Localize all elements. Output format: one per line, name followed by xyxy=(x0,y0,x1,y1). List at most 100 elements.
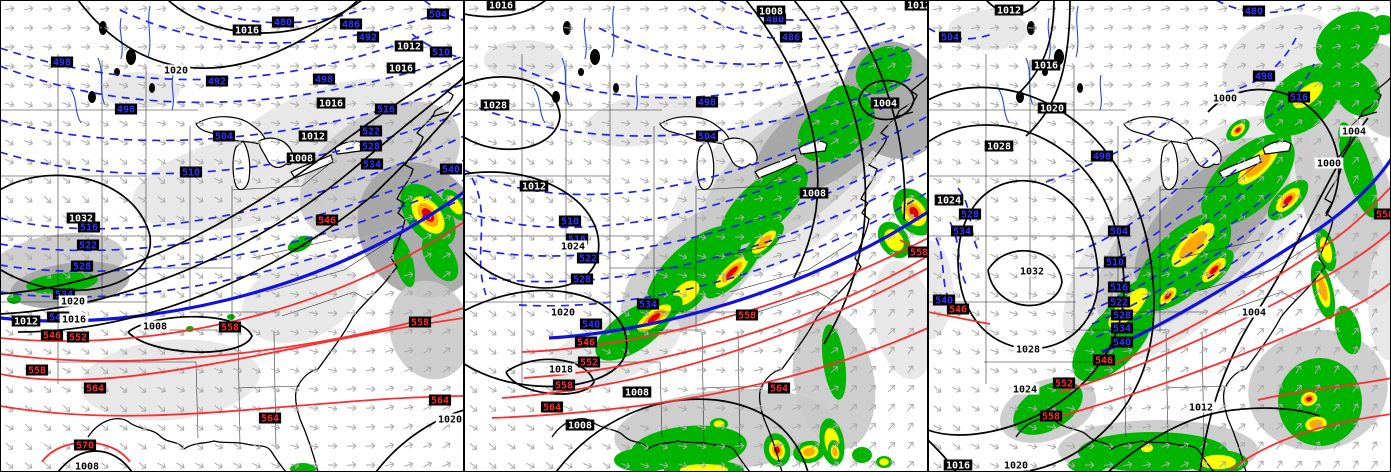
wind-barb-icon xyxy=(715,461,726,469)
contour-label: 558 xyxy=(25,364,49,377)
wind-barb-icon xyxy=(43,443,52,450)
wind-barb-icon xyxy=(1122,43,1133,50)
wind-barb-icon xyxy=(24,139,34,146)
wind-barb-icon xyxy=(677,81,688,89)
wind-barb-icon xyxy=(442,461,452,468)
wind-barb-icon xyxy=(658,43,669,51)
wind-barb-icon xyxy=(1009,196,1018,203)
wind-barb-icon xyxy=(24,196,33,203)
wind-barb-icon xyxy=(1331,5,1342,12)
wind-barb-icon xyxy=(290,329,300,336)
wind-barb-icon xyxy=(1294,384,1302,393)
wind-barb-icon xyxy=(233,424,242,431)
wind-barb-icon xyxy=(677,158,688,165)
wind-barb-icon xyxy=(1333,460,1340,469)
wind-barb-icon xyxy=(423,442,433,449)
wind-barb-icon xyxy=(563,24,574,32)
wind-barb-icon xyxy=(792,233,801,240)
wind-barb-icon xyxy=(289,272,300,279)
wind-barb-icon xyxy=(1313,5,1323,12)
wind-barb-icon xyxy=(849,365,857,374)
wind-barb-icon xyxy=(309,424,319,431)
wind-barb-icon xyxy=(868,461,877,469)
wind-barb-icon xyxy=(753,461,764,468)
wind-barb-icon xyxy=(990,405,999,412)
wind-barb-icon xyxy=(640,253,649,260)
contour-label-value: 498 xyxy=(53,58,71,69)
wind-barb-icon xyxy=(830,119,840,126)
wind-barb-icon xyxy=(971,348,981,355)
wind-barb-icon xyxy=(811,290,821,297)
wind-barb-icon xyxy=(620,43,631,51)
wind-barb-icon xyxy=(252,158,261,165)
wind-barb-icon xyxy=(507,386,516,393)
contour-label-value: 558 xyxy=(411,318,429,329)
wind-barb-icon xyxy=(1275,100,1284,107)
wind-barb-icon xyxy=(677,100,688,108)
wind-barb-icon xyxy=(308,462,319,469)
wind-barb-icon xyxy=(270,5,281,12)
wind-barb-icon xyxy=(526,234,535,241)
wind-barb-icon xyxy=(61,43,72,51)
wind-barb-icon xyxy=(1142,176,1152,183)
wind-barb-icon xyxy=(887,384,896,393)
wind-barb-icon xyxy=(1046,424,1057,431)
wind-barb-icon xyxy=(772,24,783,31)
contour-label-value: 522 xyxy=(362,127,380,138)
wind-barb-icon xyxy=(1142,43,1152,50)
wind-barb-icon xyxy=(1314,232,1321,241)
wind-barb-icon xyxy=(99,63,110,70)
wind-barb-icon xyxy=(62,367,71,374)
wind-barb-icon xyxy=(659,348,669,355)
wind-barb-icon xyxy=(1332,43,1342,50)
wind-barb-icon xyxy=(195,443,204,450)
wind-barb-icon xyxy=(933,139,942,146)
wind-barb-icon xyxy=(100,462,109,469)
wind-barb-icon xyxy=(1161,81,1171,88)
wind-barb-icon xyxy=(1275,423,1284,431)
wind-barb-icon xyxy=(24,442,33,450)
wind-barb-icon xyxy=(488,329,497,336)
wind-barb-icon xyxy=(772,290,783,297)
wind-barb-icon xyxy=(24,423,33,432)
wind-barb-icon xyxy=(1275,138,1284,145)
wind-barb-icon xyxy=(1218,442,1227,450)
wind-barb-icon xyxy=(1103,81,1114,89)
wind-barb-icon xyxy=(601,82,612,89)
wind-barb-icon xyxy=(327,290,338,298)
wind-barb-icon xyxy=(1122,24,1133,32)
wind-barb-icon xyxy=(678,5,688,12)
wind-barb-icon xyxy=(43,101,52,108)
contour-label-value: 534 xyxy=(363,160,381,171)
wind-barb-icon xyxy=(583,82,593,89)
wind-barb-icon xyxy=(1065,177,1076,184)
contour-label-value: 516 xyxy=(377,105,395,116)
contour-label-value: 1008 xyxy=(289,154,313,165)
wind-barb-icon xyxy=(81,82,91,89)
wind-barb-icon xyxy=(1065,234,1076,241)
wind-barb-icon xyxy=(404,366,414,373)
wind-barb-icon xyxy=(365,290,376,297)
wind-barb-icon xyxy=(80,63,91,70)
wind-barb-icon xyxy=(232,43,243,51)
wind-barb-icon xyxy=(290,253,299,260)
wind-barb-icon xyxy=(327,24,338,31)
wind-barb-icon xyxy=(252,177,262,184)
contour-label: 1008 xyxy=(565,419,595,432)
contour-label: 1020 xyxy=(58,295,88,308)
wind-barb-icon xyxy=(1369,5,1380,12)
wind-barb-icon xyxy=(906,81,915,88)
wind-barb-icon xyxy=(100,196,109,203)
wind-barb-icon xyxy=(526,196,535,203)
wind-barb-icon xyxy=(715,291,726,298)
wind-barb-icon xyxy=(715,138,726,146)
wind-barb-icon xyxy=(1352,270,1359,279)
wind-barb-icon xyxy=(214,234,223,241)
wind-barb-icon xyxy=(734,328,745,336)
wind-barb-icon xyxy=(1161,290,1171,297)
wind-barb-icon xyxy=(156,43,167,51)
contour-label-value: 492 xyxy=(208,77,226,88)
wind-barb-icon xyxy=(468,24,479,32)
wind-barb-icon xyxy=(1276,156,1283,165)
wind-barb-icon xyxy=(564,405,573,412)
